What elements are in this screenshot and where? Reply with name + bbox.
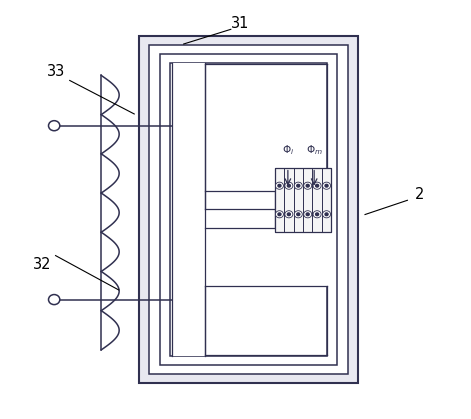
Text: 2: 2 — [414, 187, 424, 202]
Circle shape — [323, 182, 331, 189]
Circle shape — [304, 211, 312, 218]
Circle shape — [313, 182, 321, 189]
Circle shape — [287, 184, 291, 187]
Circle shape — [285, 211, 293, 218]
Circle shape — [323, 211, 331, 218]
Circle shape — [49, 295, 60, 305]
Bar — [149, 45, 348, 374]
Circle shape — [316, 213, 319, 216]
Circle shape — [49, 121, 60, 131]
Circle shape — [276, 182, 284, 189]
Text: $\Phi_i$: $\Phi_i$ — [282, 143, 294, 157]
Circle shape — [287, 213, 291, 216]
Circle shape — [297, 213, 300, 216]
Bar — [275, 168, 331, 233]
Circle shape — [325, 213, 328, 216]
Circle shape — [294, 211, 302, 218]
Text: 32: 32 — [33, 257, 52, 272]
Circle shape — [294, 182, 302, 189]
Bar — [170, 63, 327, 356]
Circle shape — [278, 213, 281, 216]
Circle shape — [316, 184, 319, 187]
Circle shape — [285, 182, 293, 189]
Circle shape — [304, 182, 312, 189]
Bar — [139, 36, 358, 383]
Bar — [160, 54, 337, 365]
Circle shape — [325, 184, 328, 187]
Circle shape — [306, 184, 309, 187]
Bar — [205, 228, 328, 286]
Bar — [205, 191, 328, 210]
Text: 33: 33 — [47, 64, 65, 79]
Text: $\Phi_m$: $\Phi_m$ — [306, 143, 323, 157]
Bar — [172, 63, 205, 356]
Circle shape — [313, 211, 321, 218]
Text: 31: 31 — [231, 16, 250, 31]
Circle shape — [306, 213, 309, 216]
Circle shape — [276, 211, 284, 218]
Circle shape — [278, 184, 281, 187]
Circle shape — [297, 184, 300, 187]
